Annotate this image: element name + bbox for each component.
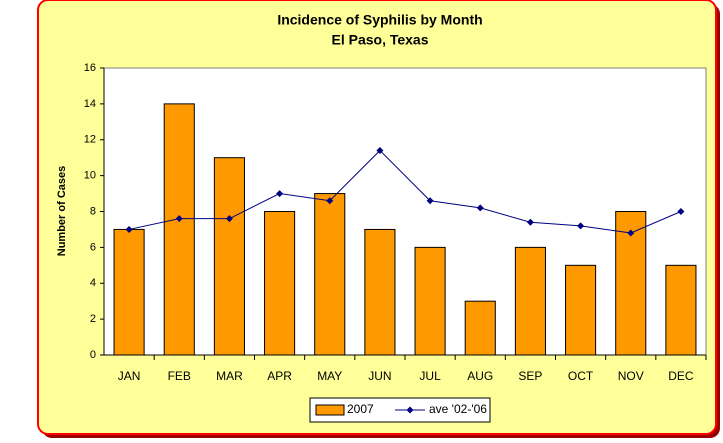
line-marker [125, 225, 133, 233]
line-marker [526, 218, 534, 226]
bar [163, 103, 195, 356]
line-marker [577, 222, 585, 230]
y-tick-label: 4 [90, 277, 96, 289]
y-tick-label: 6 [90, 241, 96, 253]
chart-title: Incidence of Syphilis by Month [277, 12, 482, 28]
y-axis-label: Number of Cases [56, 166, 68, 256]
x-tick-label: JAN [118, 369, 141, 383]
chart-subtitle: El Paso, Texas [331, 32, 428, 48]
x-tick-label: APR [267, 369, 292, 383]
bar [665, 264, 697, 356]
x-tick-label: JUN [368, 369, 391, 383]
x-tick-label: MAR [216, 369, 243, 383]
legend-swatch [315, 404, 345, 416]
bar [364, 228, 396, 356]
y-tick-label: 2 [90, 313, 96, 325]
bar [314, 193, 346, 356]
y-tick-label: 10 [84, 170, 96, 182]
bar [414, 246, 446, 356]
line-marker [326, 197, 334, 205]
legend-label: ave '02-'06 [429, 402, 487, 416]
line-marker [677, 208, 685, 215]
bar [565, 264, 597, 356]
y-tick-label: 0 [90, 349, 96, 361]
x-tick-label: OCT [568, 369, 594, 383]
y-tick-label: 16 [84, 62, 96, 74]
plot-area [103, 67, 707, 356]
line [128, 149, 682, 234]
line-marker [426, 197, 434, 205]
bar [264, 211, 296, 356]
legend-label: 2007 [347, 402, 374, 416]
x-tick-label: JUL [419, 369, 441, 383]
x-tick-label: SEP [518, 369, 542, 383]
bar [213, 157, 245, 356]
legend-marker [406, 406, 414, 414]
bar [113, 228, 145, 356]
line-marker [276, 190, 284, 198]
x-tick-label: NOV [618, 369, 644, 383]
bar [464, 300, 496, 356]
x-tick-label: FEB [168, 369, 191, 383]
x-tick-label: DEC [668, 369, 694, 383]
line-marker [225, 215, 233, 223]
line-marker [476, 204, 484, 212]
line-marker [376, 147, 384, 155]
line-marker [627, 229, 635, 237]
x-tick-label: MAY [317, 369, 342, 383]
y-tick-label: 12 [84, 134, 96, 146]
y-tick-label: 8 [90, 205, 96, 217]
bar [514, 246, 546, 356]
x-tick-label: AUG [467, 369, 493, 383]
y-tick-label: 14 [84, 98, 96, 110]
line-marker [175, 215, 183, 223]
